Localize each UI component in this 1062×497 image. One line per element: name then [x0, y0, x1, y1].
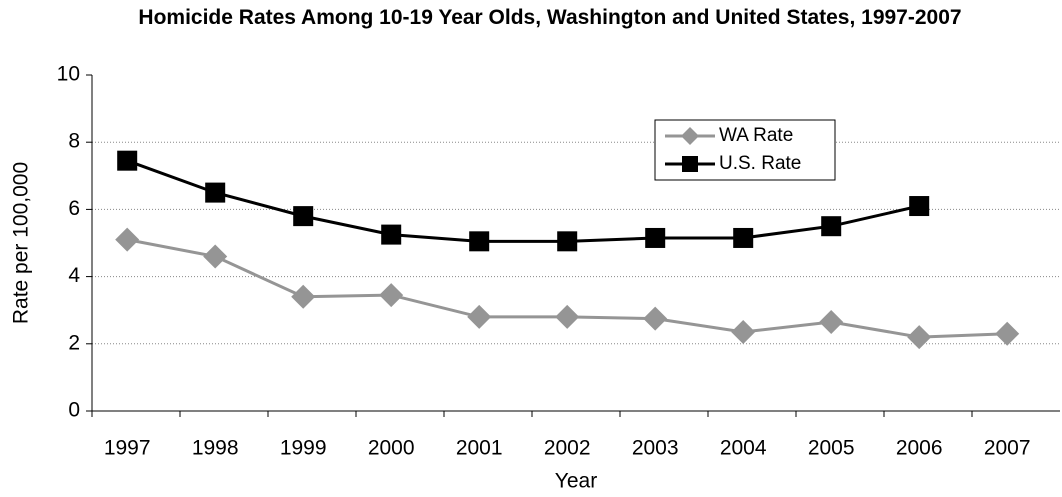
y-axis-label: Rate per 100,000 — [10, 162, 33, 324]
data-point — [995, 321, 1020, 346]
x-tick-label: 2004 — [720, 437, 767, 460]
x-tick-label: 2007 — [984, 437, 1031, 460]
data-point — [731, 320, 756, 345]
data-point — [117, 150, 138, 171]
legend-label: WA Rate — [719, 125, 793, 146]
data-point — [115, 227, 140, 252]
y-tick-label: 8 — [68, 130, 80, 153]
y-tick-label: 4 — [68, 264, 80, 287]
data-point — [819, 309, 844, 334]
x-tick-label: 1999 — [280, 437, 327, 460]
data-point — [821, 216, 842, 237]
data-point — [467, 304, 492, 329]
y-tick-label: 10 — [57, 63, 80, 86]
x-tick-label: 2002 — [544, 437, 591, 460]
x-tick-label: 2000 — [368, 437, 415, 460]
data-point — [643, 306, 668, 331]
series-line — [126, 159, 920, 243]
data-point — [909, 196, 930, 217]
data-point — [469, 231, 490, 252]
y-tick-label: 6 — [68, 197, 80, 220]
x-tick-label: 2005 — [808, 437, 855, 460]
data-point — [555, 304, 580, 329]
legend-marker — [681, 127, 699, 145]
data-point — [291, 284, 316, 309]
data-point — [203, 244, 228, 269]
chart-title: Homicide Rates Among 10-19 Year Olds, Wa… — [138, 6, 962, 29]
data-point — [733, 227, 754, 248]
legend-label: U.S. Rate — [719, 153, 801, 174]
x-tick-label: 2003 — [632, 437, 679, 460]
x-axis-label: Year — [555, 470, 597, 493]
data-point — [379, 283, 404, 308]
x-tick-label: 1997 — [104, 437, 151, 460]
legend-marker — [682, 156, 698, 172]
y-tick-label: 2 — [68, 331, 80, 354]
data-point — [293, 206, 314, 227]
data-point — [907, 325, 932, 350]
y-tick-label: 0 — [68, 399, 80, 422]
data-point — [381, 224, 402, 245]
data-point — [557, 231, 578, 252]
data-point — [645, 227, 666, 248]
x-tick-label: 1998 — [192, 437, 239, 460]
x-tick-label: 2006 — [896, 437, 943, 460]
x-tick-label: 2001 — [456, 437, 503, 460]
data-point — [205, 182, 226, 203]
